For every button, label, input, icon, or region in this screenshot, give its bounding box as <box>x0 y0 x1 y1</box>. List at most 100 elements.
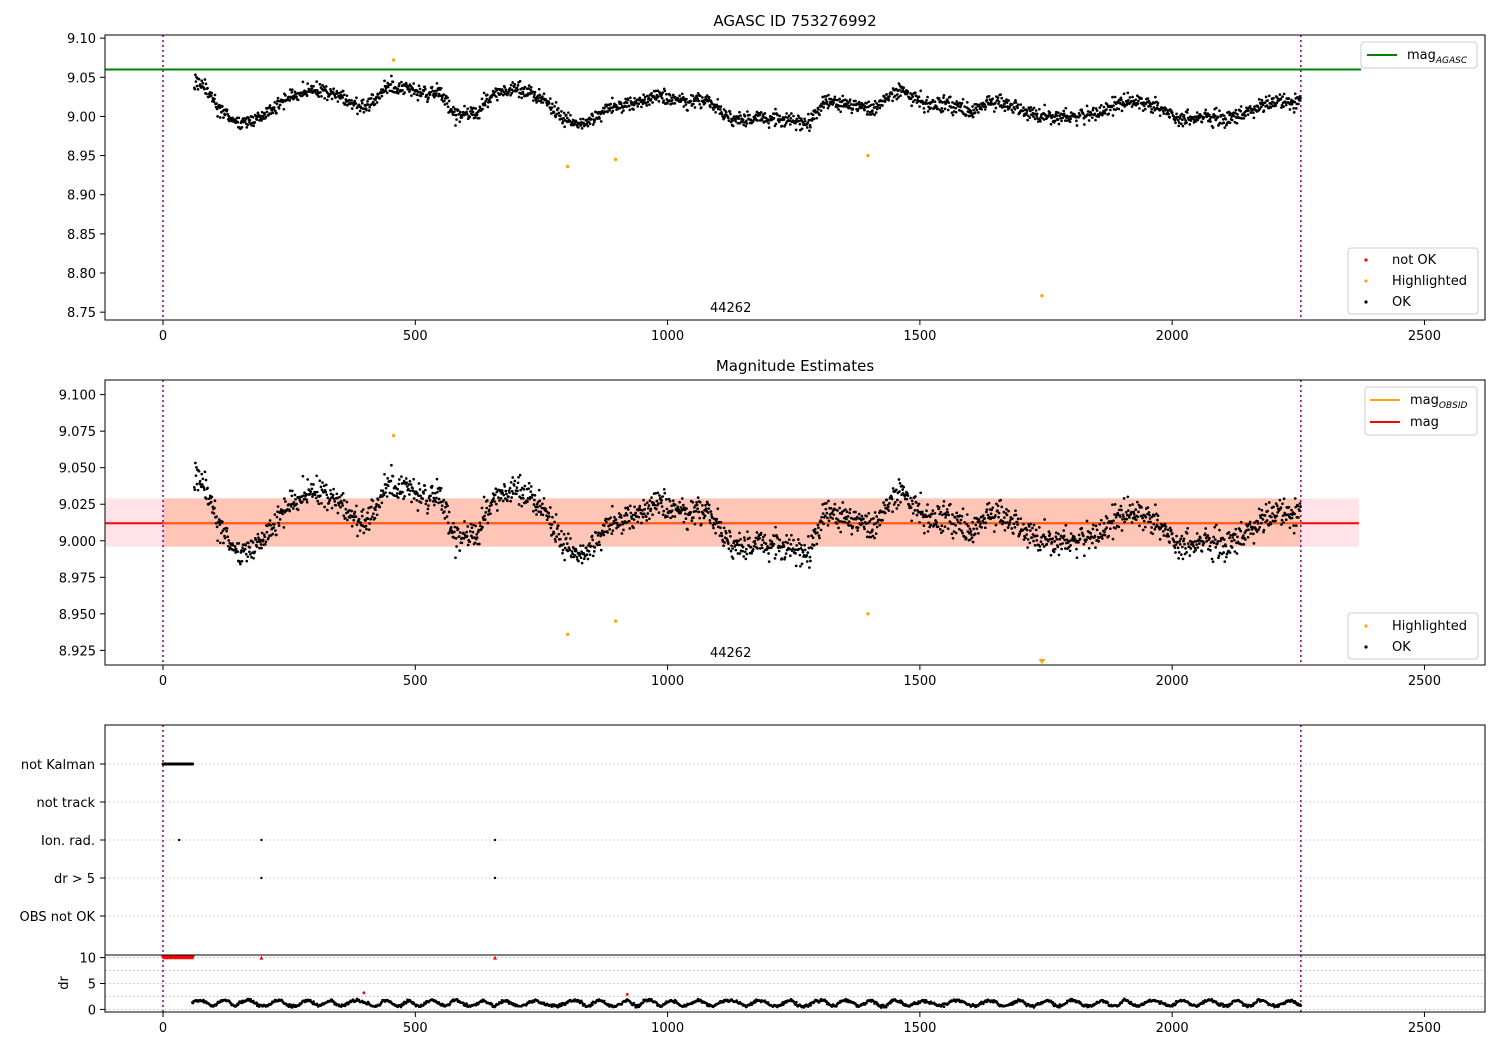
mag-ok-point <box>453 525 457 529</box>
mag-ok-point <box>843 520 847 524</box>
mag-ok-point <box>1132 510 1135 514</box>
mag-ok-point <box>874 532 878 535</box>
flag-row-label: dr > 5 <box>54 872 95 887</box>
agasc-ok-point <box>197 77 201 81</box>
mag-ok-point <box>269 523 272 527</box>
agasc-ok-point <box>468 110 472 113</box>
agasc-ok-point <box>657 95 660 98</box>
mag-ok-point <box>694 509 698 513</box>
mag-ok-point <box>670 504 674 508</box>
mag-ok-point <box>955 518 959 522</box>
agasc-ok-point <box>231 117 235 121</box>
agasc-ok-point <box>200 79 204 83</box>
agasc-ok-point <box>412 82 415 85</box>
mag-ok-point <box>1098 522 1102 526</box>
mag-ok-point <box>1162 534 1166 537</box>
mag-ok-point <box>444 505 447 509</box>
mag-ok-point <box>369 517 373 521</box>
agasc-ok-point <box>1034 109 1038 112</box>
mag-ok-point <box>836 509 839 512</box>
mag-ok-point <box>1004 521 1007 525</box>
mag-ok-point <box>495 490 499 494</box>
mag-ok-point <box>641 509 644 512</box>
agasc-ok-point <box>1012 111 1015 114</box>
mag-ok-point <box>203 488 206 492</box>
mag-ok-point <box>1291 513 1294 516</box>
mag-ok-point <box>1269 522 1273 526</box>
mag-ok-point <box>226 544 230 548</box>
agasc-ok-point <box>950 111 954 115</box>
mag-ok-point <box>821 503 825 506</box>
agasc-ok-point <box>568 119 572 123</box>
mag-ok-point <box>582 557 586 561</box>
mag-ok-point <box>799 564 802 568</box>
flag-point <box>177 838 181 842</box>
mag-ok-point <box>215 515 218 518</box>
mag-ok-point <box>434 491 437 495</box>
agasc-ok-point <box>643 95 647 99</box>
agasc-ok-point <box>926 110 930 113</box>
mag-ok-point <box>304 492 308 496</box>
mag-ok-point <box>915 513 919 517</box>
mag-ok-point <box>515 492 518 496</box>
mag-xtick-label: 500 <box>403 674 428 689</box>
mag-plot-frame <box>104 379 1486 666</box>
mag-ok-point <box>1228 551 1232 555</box>
mag-ok-point <box>249 553 252 556</box>
mag-ok-point <box>1090 541 1094 545</box>
mag-ok-point <box>197 469 201 473</box>
agasc-ok-point <box>738 110 741 114</box>
mag-ok-point <box>801 550 805 554</box>
mag-ok-point <box>360 510 364 513</box>
agasc-ok-point <box>971 115 975 119</box>
mag-ok-point <box>960 529 963 533</box>
mag-ok-point <box>875 525 879 529</box>
mag-ok-point <box>813 527 817 531</box>
agasc-ok-point <box>996 96 1000 100</box>
agasc-ok-point <box>581 117 585 121</box>
mag-ok-point <box>1180 534 1184 538</box>
mag-ok-point <box>649 507 653 511</box>
dr-point <box>507 999 510 1003</box>
agasc-ok-point <box>699 106 703 109</box>
agasc-ok-point <box>942 96 945 100</box>
agasc-ok-point <box>593 118 597 122</box>
mag-highlighted-point <box>866 612 870 616</box>
mag-ok-point <box>581 544 585 547</box>
mag-ok-point <box>935 520 938 524</box>
mag-ok-point <box>1293 512 1297 516</box>
mag-ok-point <box>1252 532 1255 536</box>
mag-ok-point <box>293 493 297 497</box>
dr-point <box>402 1003 405 1006</box>
mag-ok-point <box>1031 533 1035 536</box>
agasc-ok-point <box>820 102 823 106</box>
mag-ok-point <box>948 502 952 506</box>
mag-ok-point <box>1056 545 1060 549</box>
agasc-ok-point <box>1188 123 1192 126</box>
mag-ok-point <box>548 522 552 526</box>
mag-ok-point <box>659 501 663 505</box>
agasc-ok-point <box>895 97 899 101</box>
mag-ok-point <box>545 518 549 522</box>
mag-ok-point <box>873 511 877 514</box>
mag-ok-point <box>571 552 574 556</box>
mag-ok-point <box>934 523 938 526</box>
mag-ok-point <box>1234 533 1237 536</box>
mag-ok-point <box>344 507 348 511</box>
mag-ok-point <box>629 511 633 515</box>
mag-ok-point <box>883 511 887 515</box>
agasc-ok-point <box>1141 109 1145 112</box>
mag-ok-point <box>466 543 470 547</box>
flag-row-label: not track <box>36 796 95 811</box>
mag-ok-point <box>1164 525 1168 529</box>
agasc-ok-point <box>628 96 632 100</box>
mag-ok-point <box>272 523 276 526</box>
agasc-ok-point <box>729 112 732 116</box>
agasc-ok-point <box>454 113 458 117</box>
mag-ok-point <box>1119 515 1122 519</box>
agasc-ok-point <box>1053 119 1057 123</box>
mag-ok-point <box>555 527 559 530</box>
mag-ok-point <box>473 541 477 545</box>
agasc-ok-point <box>856 108 860 111</box>
agasc-ok-point <box>684 100 687 104</box>
